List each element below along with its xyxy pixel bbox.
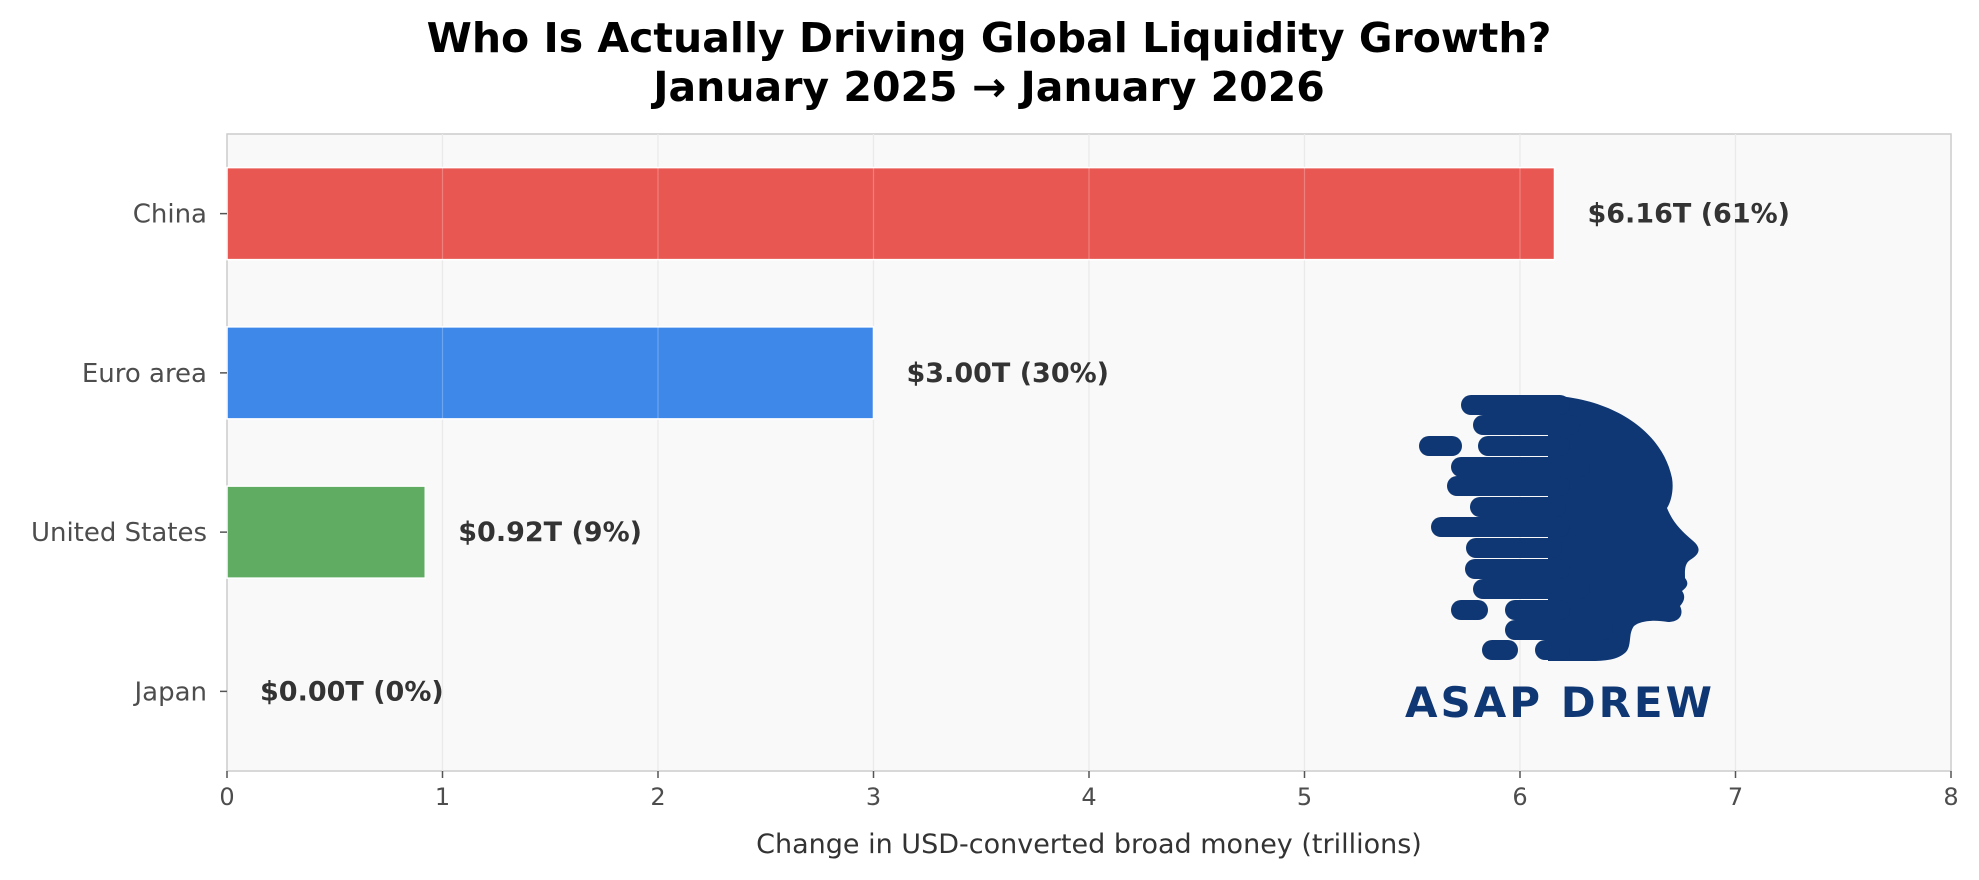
- speed-lines: [1419, 395, 1613, 660]
- bar-data-label: $0.92T (9%): [458, 517, 642, 548]
- chart-title-line2: January 2025 → January 2026: [650, 63, 1325, 111]
- axis-ticks: 0 1 2 3 4 5 6 7 8 China Euro area United States Japa…: [31, 200, 1959, 811]
- x-tick-label: 3: [866, 783, 881, 811]
- x-tick-label: 2: [650, 783, 665, 811]
- bar: [226, 166, 1556, 261]
- grid-lines-over-bars: [441, 134, 1737, 771]
- x-axis-label: Change in USD-converted broad money (tri…: [756, 829, 1422, 860]
- y-tick-label: United States: [31, 518, 207, 548]
- bar-data-label: $6.16T (61%): [1587, 199, 1790, 230]
- logo-text: ASAP DREW: [1405, 678, 1715, 727]
- x-tick-label: 1: [435, 783, 450, 811]
- x-tick-label: 8: [1943, 783, 1958, 811]
- y-tick-label: Euro area: [82, 359, 207, 389]
- bar-data-label: $3.00T (30%): [907, 358, 1110, 389]
- x-tick-label: 7: [1728, 783, 1743, 811]
- bar: [226, 326, 875, 420]
- x-tick-label: 0: [219, 783, 234, 811]
- bar-data-label: $0.00T (0%): [260, 676, 444, 707]
- asap-drew-logo: ASAP DREW: [1405, 395, 1715, 727]
- x-tick-label: 5: [1297, 783, 1312, 811]
- head-silhouette-icon: [1473, 395, 1699, 661]
- x-tick-label: 4: [1081, 783, 1096, 811]
- y-tick-label: China: [133, 200, 207, 230]
- chart-title-line1: Who Is Actually Driving Global Liquidity…: [427, 14, 1552, 62]
- y-tick-label: Japan: [132, 677, 207, 707]
- bars: [226, 166, 1556, 579]
- bar: [226, 485, 427, 579]
- data-labels: $6.16T (61%) $3.00T (30%) $0.92T (9%) $0.00…: [260, 199, 1790, 708]
- x-tick-label: 6: [1512, 783, 1527, 811]
